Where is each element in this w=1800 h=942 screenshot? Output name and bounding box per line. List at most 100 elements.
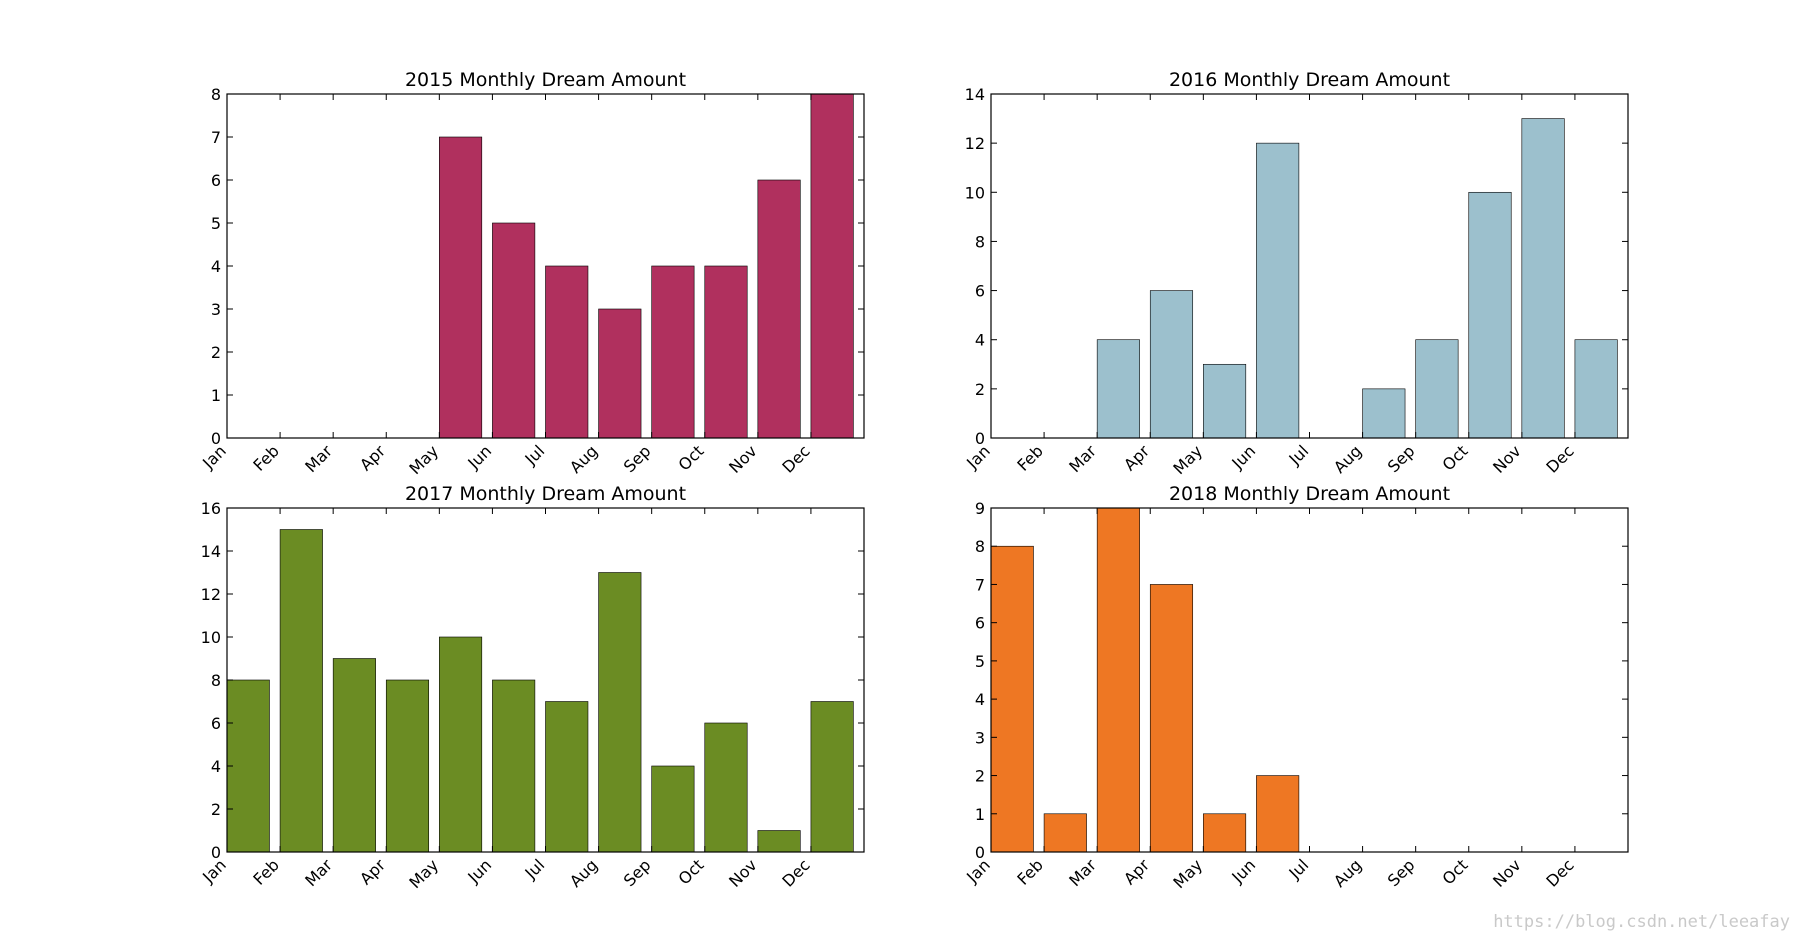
x-tick-label-dec: Dec [1542, 441, 1577, 476]
bar-apr [1149, 584, 1194, 853]
x-tick-label-aug: Aug [1330, 855, 1366, 891]
x-tick-label-jul: Jul [1285, 441, 1313, 469]
x-tick-label-oct: Oct [1439, 855, 1472, 888]
x-tick-label-nov: Nov [725, 441, 761, 477]
y-tick-label: 6 [975, 614, 985, 633]
x-tick-label-mar: Mar [1065, 855, 1100, 890]
bar-may [439, 636, 483, 853]
y-tick-label: 6 [211, 714, 221, 733]
x-tick-label-oct: Oct [675, 855, 708, 888]
y-tick-label: 14 [965, 85, 985, 104]
y-tick-label: 0 [211, 429, 221, 448]
x-tick-label-jun: Jun [1227, 441, 1259, 473]
y-tick-label: 2 [211, 800, 221, 819]
bar-aug [598, 308, 642, 439]
bar-jan [990, 545, 1034, 853]
bar-dec [1574, 339, 1618, 439]
x-tick-label-feb: Feb [249, 441, 282, 474]
subplot-2: 0 2 4 6 8 10 12 14 Jan Feb Mar Apr May Jun Jul Aug Sep Oc… [962, 69, 1629, 478]
y-tick-label: 6 [211, 171, 221, 190]
y-tick-label: 8 [211, 85, 221, 104]
x-tick-label-jan: Jan [198, 855, 230, 887]
bar-mar [332, 658, 376, 853]
x-tick-label-apr: Apr [1120, 441, 1153, 474]
bar-may [439, 136, 483, 439]
y-tick-label: 0 [975, 843, 985, 862]
chart-title: 2016 Monthly Dream Amount [1169, 69, 1450, 91]
x-tick-label-jul: Jul [521, 855, 549, 883]
y-tick-label: 7 [211, 128, 221, 147]
x-tick-label-jul: Jul [1285, 855, 1313, 883]
bar-may [1203, 813, 1247, 853]
x-tick-label-may: May [1169, 441, 1206, 478]
subplot-1: 0 1 2 3 4 5 6 7 8 Jan Feb Mar Apr May Jun Jul Aug Sep Oct N… [198, 69, 865, 478]
x-tick-label-mar: Mar [301, 855, 336, 890]
x-tick-label-apr: Apr [356, 441, 389, 474]
bar-aug [1362, 388, 1406, 439]
bar-jun [492, 679, 536, 853]
y-tick-label: 8 [211, 671, 221, 690]
y-tick-label: 8 [975, 232, 985, 251]
y-tick-label: 4 [975, 331, 985, 350]
y-tick-label: 2 [211, 343, 221, 362]
bar-sep [651, 765, 695, 853]
y-tick-label: 12 [965, 134, 985, 153]
x-tick-label-feb: Feb [249, 855, 282, 888]
y-tick-label: 5 [975, 652, 985, 671]
x-tick-label-oct: Oct [1439, 441, 1472, 474]
x-tick-label-apr: Apr [1120, 855, 1153, 888]
plot-frame [990, 507, 1629, 853]
y-tick-label: 1 [211, 386, 221, 405]
x-tick-label-feb: Feb [1013, 855, 1046, 888]
y-tick-label: 3 [211, 300, 221, 319]
x-tick-label-apr: Apr [356, 855, 389, 888]
bar-mar [1096, 507, 1140, 853]
x-tick-label-jan: Jan [962, 441, 994, 473]
x-tick-label-sep: Sep [620, 855, 655, 890]
x-tick-label-jun: Jun [463, 855, 495, 887]
bar-may [1203, 363, 1247, 439]
x-tick-label-aug: Aug [566, 441, 602, 477]
x-tick-label-sep: Sep [1384, 855, 1419, 890]
bar-apr [385, 679, 430, 853]
x-tick-label-nov: Nov [1489, 441, 1525, 477]
x-tick-label-jun: Jun [463, 441, 495, 473]
bar-apr [1149, 290, 1194, 439]
bar-feb [1043, 813, 1087, 853]
y-tick-label: 8 [975, 537, 985, 556]
bar-dec [810, 93, 854, 439]
x-tick-label-dec: Dec [778, 441, 813, 476]
chart-title: 2018 Monthly Dream Amount [1169, 483, 1450, 505]
subplot-3: 0 2 4 6 8 10 12 14 16 Jan Feb Mar Apr May Jun Jul Aug Sep… [198, 483, 865, 892]
bar-jan [226, 679, 270, 853]
y-tick-label: 10 [965, 183, 985, 202]
y-tick-label: 2 [975, 380, 985, 399]
bar-jul [545, 701, 589, 853]
y-tick-label: 0 [211, 843, 221, 862]
y-tick-label: 0 [975, 429, 985, 448]
bar-mar [1096, 339, 1140, 439]
bar-jun [1256, 142, 1300, 439]
bar-dec [810, 701, 854, 853]
y-tick-label: 4 [975, 690, 985, 709]
x-tick-label-mar: Mar [301, 441, 336, 476]
y-tick-label: 14 [201, 542, 221, 561]
y-tick-label: 1 [975, 805, 985, 824]
x-tick-label-feb: Feb [1013, 441, 1046, 474]
bar-oct [704, 265, 748, 439]
y-tick-label: 12 [201, 585, 221, 604]
x-tick-label-jan: Jan [198, 441, 230, 473]
y-tick-label: 5 [211, 214, 221, 233]
x-tick-label-may: May [405, 441, 442, 478]
y-tick-label: 3 [975, 728, 985, 747]
x-tick-label-sep: Sep [620, 441, 655, 476]
bar-oct [1468, 191, 1512, 439]
y-tick-label: 9 [975, 499, 985, 518]
x-tick-label-may: May [405, 855, 442, 892]
y-tick-label: 2 [975, 767, 985, 786]
bar-jun [1256, 775, 1300, 853]
subplot-4: 0 1 2 3 4 5 6 7 8 9 Jan Feb Mar Apr May Jun Jul Aug Sep Oct… [962, 483, 1629, 892]
bar-nov [757, 179, 801, 439]
x-tick-label-dec: Dec [778, 855, 813, 890]
